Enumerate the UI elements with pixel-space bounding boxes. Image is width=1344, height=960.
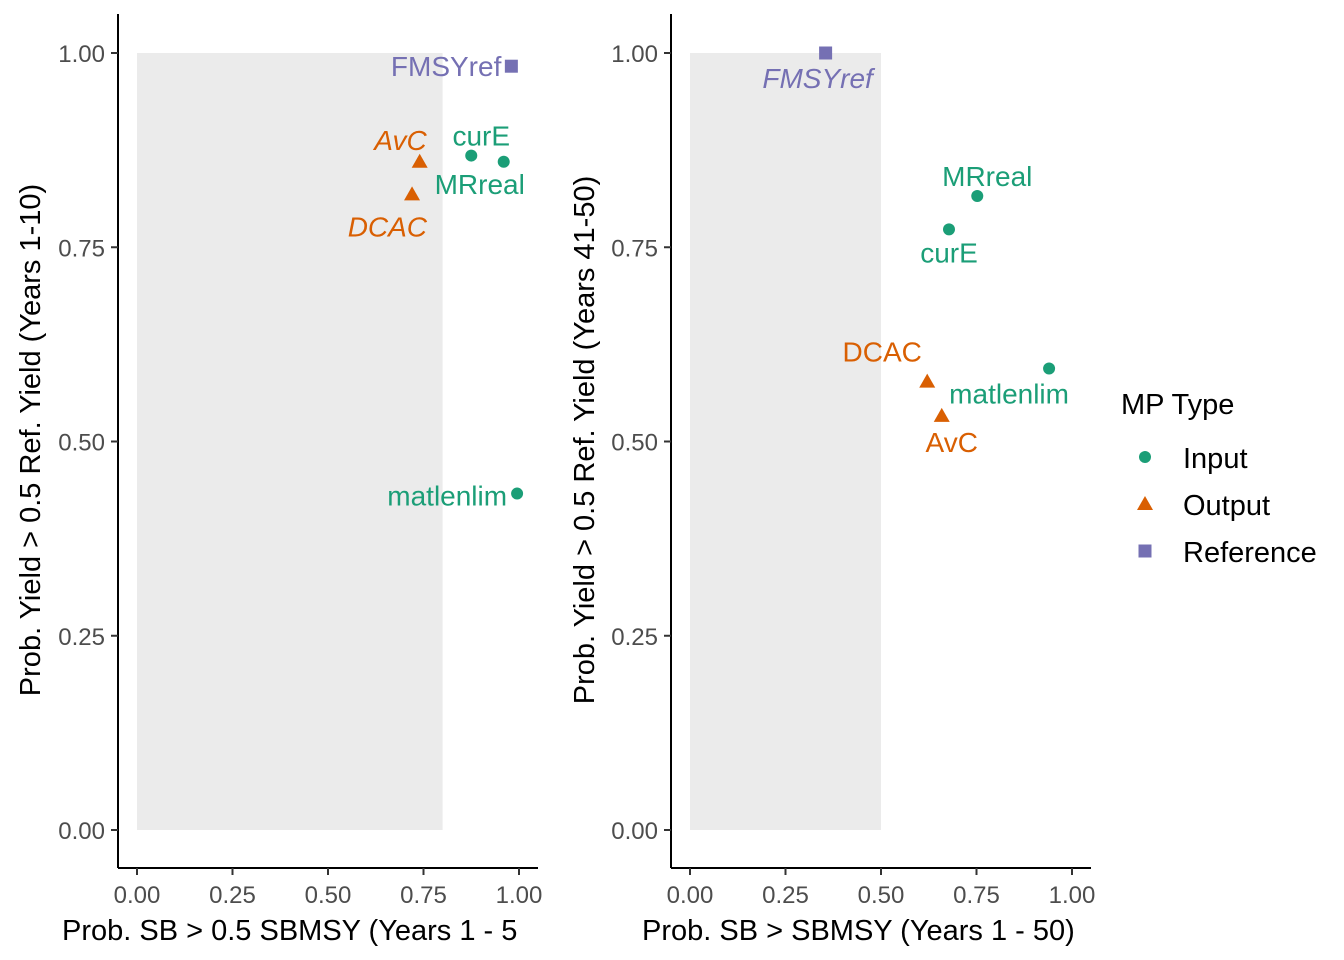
shaded-region [690, 53, 881, 830]
point-label-mrreal: MRreal [942, 161, 1032, 192]
point-mrreal [497, 155, 510, 168]
legend-title: MP Type [1121, 389, 1234, 421]
legend-label-reference: Reference [1183, 537, 1317, 569]
x-tick-label: 0.25 [762, 882, 809, 909]
legend-key-reference [1138, 544, 1152, 558]
left-panel: 0.00 0.25 0.50 0.75 1.00 0.00 0.25 0.50 0.75 1.00… [15, 14, 542, 947]
legend-label-output: Output [1183, 490, 1270, 522]
y-tick-label: 0.25 [611, 624, 658, 651]
point-label-avc: AvC [372, 125, 427, 156]
y-tick-label: 0.50 [58, 430, 105, 457]
point-cure [465, 149, 478, 162]
x-tick-label: 0.75 [953, 882, 1000, 909]
point-mrreal [971, 189, 984, 202]
point-label-cure: curE [452, 121, 510, 152]
y-tick-label: 0.50 [611, 430, 658, 457]
x-tick-label: 0.50 [305, 882, 352, 909]
point-dcac [404, 186, 421, 201]
point-label-avc: AvC [926, 427, 978, 458]
point-avc [411, 153, 428, 168]
y-tick-label: 1.00 [58, 41, 105, 68]
point-label-matlenlim: matlenlim [387, 481, 507, 512]
point-label-matlenlim: matlenlim [949, 378, 1069, 409]
x-tick-label: 1.00 [1049, 882, 1096, 909]
legend-label-input: Input [1183, 443, 1248, 475]
y-axis-title: Prob. Yield > 0.5 Ref. Yield (Years 41-5… [569, 176, 601, 705]
x-tick-label: 0.00 [667, 882, 714, 909]
x-tick-label: 0.25 [209, 882, 256, 909]
point-fmsyref [819, 46, 833, 60]
point-label-mrreal: MRreal [435, 169, 525, 200]
point-dcac [919, 373, 936, 388]
y-tick-label: 0.75 [58, 235, 105, 262]
point-label-fmsyref: FMSYref [762, 63, 876, 94]
legend-key-output [1137, 496, 1153, 510]
point-label-dcac: DCAC [348, 211, 428, 242]
shaded-region [137, 53, 443, 830]
x-tick-label: 0.50 [858, 882, 905, 909]
y-tick-label: 0.75 [611, 235, 658, 262]
point-label-dcac: DCAC [843, 337, 922, 368]
x-tick-label: 1.00 [496, 882, 543, 909]
point-cure [942, 223, 955, 236]
y-tick-label: 0.00 [58, 818, 105, 845]
legend-key-input [1139, 451, 1151, 463]
y-tick-label: 0.25 [58, 624, 105, 651]
point-matlenlim [1043, 362, 1056, 375]
point-label-cure: curE [920, 237, 978, 268]
x-tick-label: 0.00 [114, 882, 161, 909]
legend: MP Type Input Output Reference [1121, 389, 1317, 569]
x-axis-title: Prob. SB > 0.5 SBMSY (Years 1 - 5 [62, 915, 517, 947]
right-panel: 0.00 0.25 0.50 0.75 1.00 0.00 0.25 0.50 0.75 1.00… [569, 14, 1095, 947]
point-fmsyref [504, 59, 518, 73]
x-tick-label: 0.75 [400, 882, 447, 909]
y-tick-label: 0.00 [611, 818, 658, 845]
point-avc [933, 407, 950, 422]
y-axis-title: Prob. Yield > 0.5 Ref. Yield (Years 1-10… [15, 184, 47, 696]
y-tick-label: 1.00 [611, 41, 658, 68]
x-axis-title: Prob. SB > SBMSY (Years 1 - 50) [642, 915, 1075, 947]
point-label-fmsyref: FMSYref [391, 51, 502, 82]
point-matlenlim [511, 487, 524, 500]
